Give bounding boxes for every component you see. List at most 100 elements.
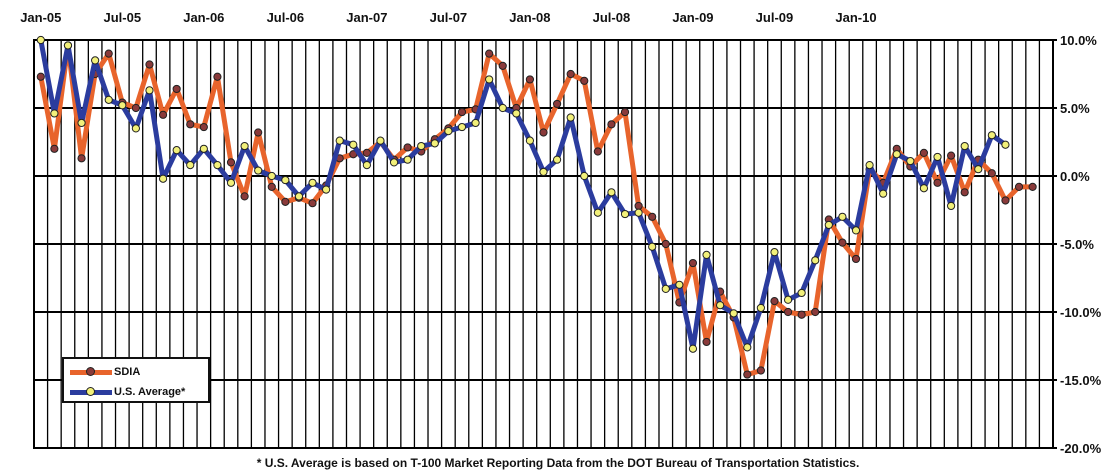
- data-point-us-average: [131, 124, 140, 133]
- data-point-us-average: [457, 122, 467, 132]
- data-point-us-average: [716, 301, 725, 310]
- data-point-us-average: [987, 131, 996, 140]
- data-point-us-average: [335, 136, 344, 145]
- data-point-sdia: [770, 297, 779, 306]
- data-point-us-average: [498, 103, 507, 113]
- data-point-us-average: [36, 35, 45, 45]
- data-point-us-average: [403, 155, 412, 164]
- data-point-sdia: [362, 148, 371, 157]
- data-point-us-average: [851, 226, 861, 235]
- data-point-sdia: [172, 84, 181, 94]
- data-point-us-average: [471, 118, 480, 128]
- x-tick-label: Jan-09: [672, 10, 713, 25]
- data-point-us-average: [838, 212, 847, 221]
- data-point-us-average: [947, 201, 956, 211]
- series-layer: [36, 35, 1037, 379]
- y-tick-label: -5.0%: [1060, 237, 1094, 252]
- data-point-us-average: [362, 161, 371, 170]
- data-point-us-average: [118, 101, 127, 110]
- data-point-sdia: [580, 76, 589, 85]
- data-point-us-average: [226, 178, 236, 187]
- data-point-us-average: [552, 155, 562, 164]
- data-point-sdia: [145, 60, 154, 69]
- x-tick-label: Jul-09: [756, 10, 794, 25]
- y-tick-label: 5.0%: [1060, 101, 1090, 116]
- data-point-us-average: [430, 139, 439, 148]
- data-point-us-average: [892, 150, 901, 159]
- data-point-sdia: [281, 197, 290, 206]
- data-point-us-average: [593, 208, 602, 217]
- y-tick-label: -10.0%: [1060, 305, 1102, 320]
- data-point-sdia: [566, 69, 575, 79]
- data-point-sdia: [919, 148, 929, 157]
- data-point-us-average: [539, 167, 548, 177]
- data-point-sdia: [960, 188, 969, 197]
- data-point-us-average: [172, 146, 181, 155]
- data-point-us-average: [933, 152, 942, 162]
- data-point-us-average: [77, 118, 86, 128]
- data-point-us-average: [525, 136, 535, 145]
- footnote: * U.S. Average is based on T-100 Market …: [256, 456, 860, 470]
- data-point-us-average: [620, 209, 630, 219]
- data-point-us-average: [974, 165, 983, 174]
- data-point-us-average: [756, 303, 765, 313]
- data-point-sdia: [525, 75, 535, 84]
- data-point-sdia: [783, 307, 793, 317]
- data-point-us-average: [960, 141, 969, 151]
- data-point-us-average: [512, 109, 521, 118]
- legend: SDIA U.S. Average*: [62, 357, 210, 403]
- legend-label-us-average: U.S. Average*: [114, 386, 186, 398]
- data-point-sdia: [661, 239, 670, 249]
- data-point-sdia: [593, 147, 602, 156]
- data-point-us-average: [308, 178, 317, 187]
- data-point-us-average: [322, 185, 331, 194]
- data-point-us-average: [389, 158, 399, 167]
- data-point-us-average: [199, 144, 208, 153]
- x-tick-label: Jul-06: [267, 10, 305, 25]
- data-point-sdia: [186, 120, 195, 129]
- data-point-sdia: [77, 154, 86, 163]
- data-point-sdia: [226, 158, 236, 167]
- data-point-us-average: [906, 156, 915, 166]
- data-point-us-average: [267, 171, 276, 181]
- data-point-sdia: [485, 49, 494, 58]
- x-tick-label: Jul-05: [104, 10, 142, 25]
- data-point-sdia: [498, 61, 507, 70]
- legend-label-sdia: SDIA: [114, 366, 141, 378]
- data-point-us-average: [158, 174, 168, 183]
- x-tick-label: Jan-07: [346, 10, 387, 25]
- data-point-us-average: [1001, 140, 1010, 149]
- data-point-sdia: [457, 107, 467, 117]
- y-tick-label: -15.0%: [1060, 373, 1102, 388]
- data-point-us-average: [634, 208, 643, 217]
- data-point-sdia: [851, 254, 861, 264]
- data-point-us-average: [349, 140, 358, 149]
- data-point-us-average: [91, 56, 100, 65]
- legend-swatch-us-average: [70, 383, 112, 401]
- y-tick-label: -20.0%: [1060, 441, 1102, 456]
- data-point-us-average: [63, 41, 73, 50]
- data-point-us-average: [702, 250, 711, 259]
- data-point-sdia: [308, 199, 317, 208]
- series-us-average: [36, 35, 1010, 353]
- data-point-sdia: [403, 143, 412, 152]
- data-point-us-average: [729, 309, 738, 318]
- data-point-sdia: [987, 169, 996, 178]
- data-point-us-average: [213, 161, 222, 170]
- y-axis-tick-labels: 10.0% 5.0% 0.0% -5.0% -10.0% -15.0% -20.0%: [1060, 33, 1102, 456]
- data-point-sdia: [50, 144, 59, 153]
- data-point-sdia: [797, 310, 806, 319]
- data-point-us-average: [104, 95, 113, 104]
- data-point-us-average: [865, 161, 874, 170]
- data-point-us-average: [580, 171, 589, 181]
- x-tick-label: Jul-08: [593, 10, 631, 25]
- y-tick-label: 0.0%: [1060, 169, 1090, 184]
- data-point-sdia: [933, 178, 942, 187]
- x-tick-label: Jan-10: [835, 10, 876, 25]
- x-tick-label: Jul-07: [430, 10, 468, 25]
- data-point-us-average: [294, 192, 304, 201]
- data-point-us-average: [648, 242, 657, 251]
- data-point-us-average: [50, 109, 59, 118]
- data-point-sdia: [838, 238, 847, 247]
- data-point-us-average: [661, 284, 670, 293]
